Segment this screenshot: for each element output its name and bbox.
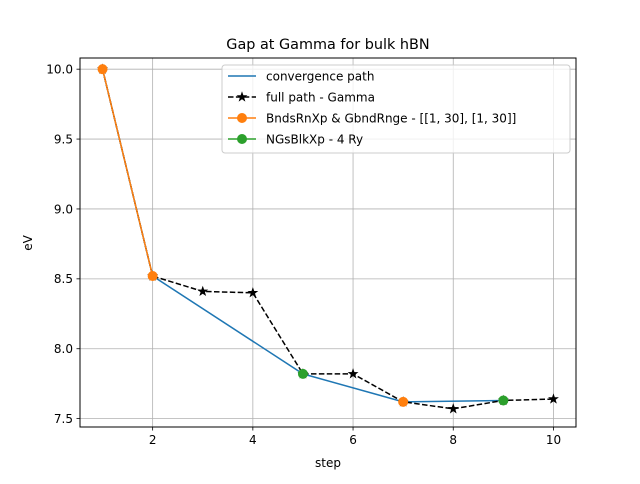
x-axis-label: step [315,456,341,470]
legend-label: convergence path [266,69,374,83]
y-tick-label: 9.5 [54,132,73,146]
data-point [297,368,308,379]
y-tick-label: 10.0 [46,62,73,76]
data-point [197,285,209,297]
legend-label: NGsBlkXp - 4 Ry [266,132,363,146]
legend-label: BndsRnXp & GbndRnge - [[1, 30], [1, 30]] [266,111,516,125]
legend-entry: BndsRnXp & GbndRnge - [[1, 30], [1, 30]] [228,111,516,125]
x-tick-label: 6 [349,433,357,447]
y-tick-label: 8.0 [54,342,73,356]
series-line [101,69,554,410]
x-tick-label: 10 [546,433,561,447]
y-tick-label: 9.0 [54,202,73,216]
tick-layer: 2 4 6 8 10 7.5 8.0 8.5 9.0 9.5 10.0 [46,62,561,447]
legend-marker [237,113,247,123]
legend-marker [237,134,247,144]
x-tick-label: 8 [449,433,457,447]
data-point [97,64,108,75]
legend: convergence path full path - Gamma BndsRnX… [221,64,571,154]
chart-title: Gap at Gamma for bulk hBN [226,37,429,53]
data-point [247,287,259,298]
data-point [447,403,459,414]
series-layer [97,63,559,414]
series-line [101,69,154,277]
legend-entry: NGsBlkXp - 4 Ry [228,132,363,146]
plot-frame [79,57,577,428]
legend-entry: convergence path [228,69,374,83]
series-3 [297,368,509,406]
data-point [347,368,359,379]
data-point [498,395,509,406]
series-2 [97,64,409,407]
data-point [548,393,559,404]
x-tick-label: 2 [149,433,157,447]
data-point [398,396,409,407]
y-tick-label: 7.5 [54,412,73,426]
legend-box [221,64,571,154]
legend-marker [236,91,248,102]
y-tick-label: 8.5 [54,272,73,286]
legend-label: full path - Gamma [266,90,375,104]
y-axis-label: eV [21,234,35,250]
x-tick-label: 4 [249,433,257,447]
data-point [147,271,158,282]
legend-entry: full path - Gamma [228,90,375,104]
